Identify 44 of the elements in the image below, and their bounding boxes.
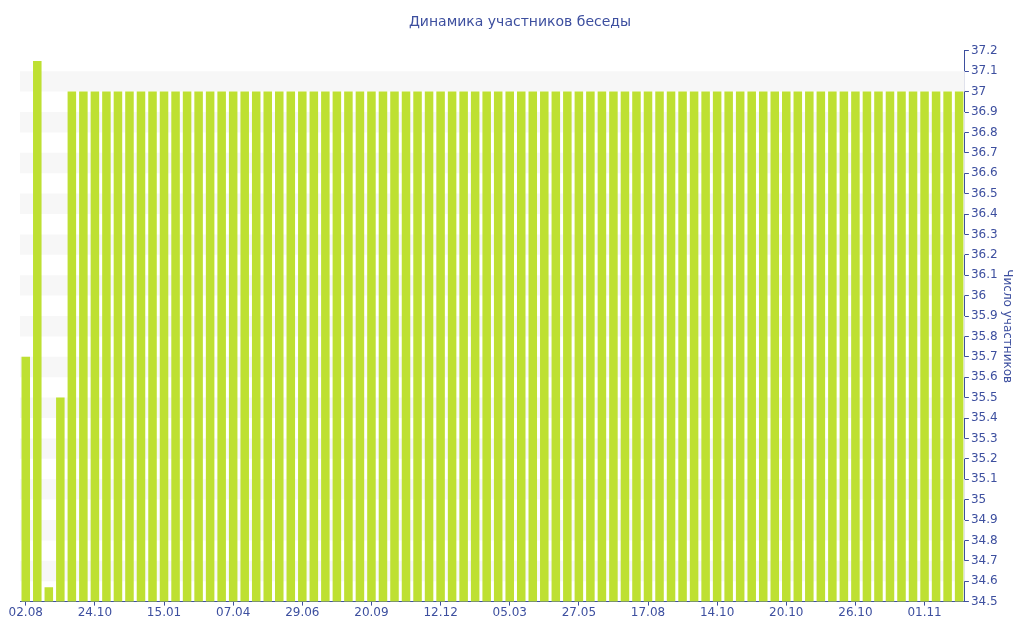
x-tick-label: 24.10	[77, 604, 113, 619]
y-tick-label: 34.5	[970, 593, 998, 608]
y-tick-label: 36.1	[970, 267, 998, 282]
x-tick-label: 15.01	[146, 604, 182, 619]
y-tick-label: 35.1	[970, 471, 998, 486]
y-tick-label: 36.3	[970, 226, 998, 241]
y-tick-label: 36.2	[970, 246, 998, 261]
x-tick-label: 05.03	[492, 604, 527, 619]
x-tick-label: 07.04	[215, 604, 251, 619]
y-tick-label: 36.4	[970, 206, 998, 221]
y-tick-label: 35.2	[970, 450, 998, 465]
x-tick-label: 17.08	[630, 604, 666, 619]
y-tick-label: 35	[970, 491, 987, 506]
x-tick-label: 26.10	[838, 604, 873, 619]
y-tick-label: 35.7	[970, 348, 998, 363]
x-tick-label: 27.05	[561, 604, 597, 619]
y-tick-label: 37.1	[970, 63, 998, 78]
y-tick-label: 35.9	[970, 308, 998, 323]
y-tick-label: 36.8	[970, 124, 998, 139]
y-tick-label: 36.5	[970, 185, 998, 200]
y-tick-label: 36.6	[970, 165, 998, 180]
x-tick-label: 20.10	[769, 604, 804, 619]
y-tick-label: 35.5	[970, 389, 998, 404]
x-tick-label: 14.10	[699, 604, 735, 619]
y-tick-label: 34.7	[970, 552, 998, 567]
y-tick-label: 37.2	[970, 42, 998, 57]
y-tick-label: 34.8	[970, 532, 998, 547]
x-tick-label: 29.06	[285, 604, 320, 619]
y-tick-label: 35.6	[970, 369, 998, 384]
x-tick-label: 12.12	[423, 604, 458, 619]
y-tick-label: 35.3	[970, 430, 998, 445]
y-tick-label: 34.6	[970, 573, 998, 588]
y-tick-label: 37	[970, 83, 987, 98]
y-tick-label: 36.7	[970, 144, 998, 159]
x-tick-label: 01.11	[907, 604, 942, 619]
y-tick-label: 36.9	[970, 104, 998, 119]
y-tick-label: 35.4	[970, 410, 998, 425]
y-tick-label: 35.8	[970, 328, 998, 343]
x-tick-label: 20.09	[354, 604, 389, 619]
y-tick-label: 34.9	[970, 512, 998, 527]
chart-title: Динамика участников беседы	[408, 13, 632, 30]
y-tick-label: 36	[970, 287, 987, 302]
y-axis-title: Число участников	[1000, 269, 1015, 384]
x-tick-label: 02.08	[8, 604, 43, 619]
